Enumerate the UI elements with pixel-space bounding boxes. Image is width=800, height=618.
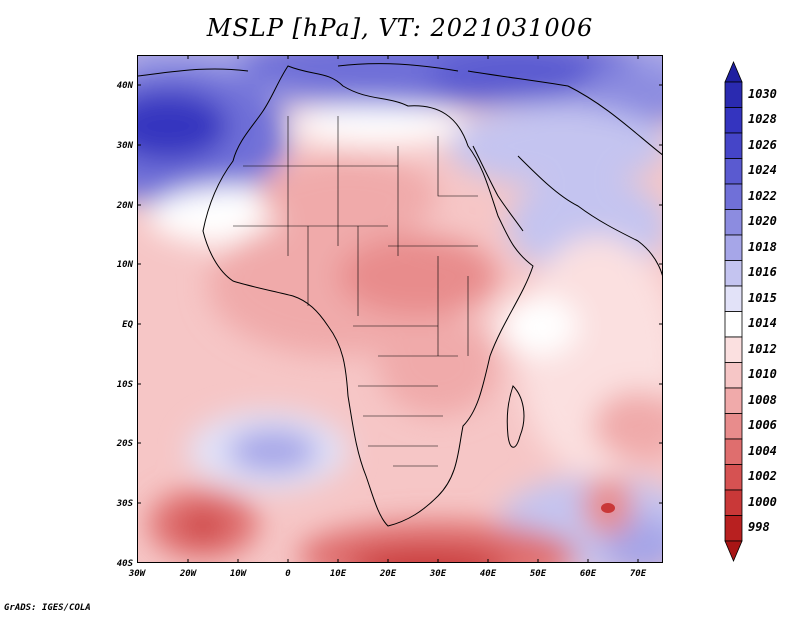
colorbar-level-label: 1022 bbox=[748, 188, 777, 203]
lon-label: 50E bbox=[530, 569, 547, 579]
colorbar-level-label: 998 bbox=[748, 520, 770, 535]
coastlines bbox=[138, 63, 662, 527]
lon-label: 20E bbox=[379, 569, 397, 579]
lon-label: 70E bbox=[630, 569, 647, 579]
colorbar-swatch bbox=[724, 183, 743, 210]
lat-label: 10N bbox=[117, 260, 134, 270]
pressure-field bbox=[138, 56, 662, 562]
lon-label: 40E bbox=[480, 569, 497, 579]
lat-label: 40S bbox=[117, 559, 134, 569]
colorbar-swatch bbox=[724, 209, 743, 236]
footer-credit: GrADS: IGES/COLA bbox=[4, 603, 91, 613]
colorbar-top-arrow bbox=[724, 60, 743, 83]
colorbar-level-label: 1006 bbox=[748, 418, 777, 433]
lon-label: 10E bbox=[330, 569, 347, 579]
lat-labels: 40N 30N 20N 10N EQ 10S 20S 30S 40S bbox=[116, 81, 134, 569]
colorbar-level-label: 1012 bbox=[748, 341, 777, 356]
lon-label: 20W bbox=[179, 569, 198, 579]
lon-label: 0 bbox=[285, 569, 291, 579]
colorbar-level-label: 1028 bbox=[748, 112, 777, 127]
lon-label: 30E bbox=[429, 569, 447, 579]
lon-labels: 30W 20W 10W 0 10E 20E 30E 40E 50E 60E 70… bbox=[128, 569, 647, 579]
colorbar-level-label: 1010 bbox=[748, 367, 777, 382]
colorbar-level-label: 1020 bbox=[748, 214, 777, 229]
colorbar-swatch bbox=[724, 311, 743, 338]
colorbar-level-label: 1004 bbox=[748, 443, 777, 458]
colorbar-swatch bbox=[724, 489, 743, 516]
colorbar-level-label: 1015 bbox=[748, 290, 777, 305]
colorbar-swatch bbox=[724, 234, 743, 261]
colorbar-level-label: 1008 bbox=[748, 392, 777, 407]
chart-title: MSLP [hPa], VT: 2021031006 bbox=[206, 14, 594, 42]
arabia-coast bbox=[517, 155, 662, 277]
colorbar-level-label: 1000 bbox=[748, 494, 777, 509]
colorbar-level-label: 1002 bbox=[748, 469, 777, 484]
colorbar-swatch bbox=[724, 387, 743, 414]
colorbar-level-label: 1014 bbox=[748, 316, 777, 331]
colorbar-swatch bbox=[724, 464, 743, 491]
colorbar-level-label: 1026 bbox=[748, 137, 777, 152]
colorbar: 1030 1028 1026 1024 1022 1020 1018 1016 1015 1014… bbox=[720, 60, 800, 563]
lat-label: 20N bbox=[116, 201, 134, 211]
colorbar-swatch bbox=[724, 107, 743, 134]
colorbar-level-label: 1016 bbox=[748, 265, 777, 280]
lat-label: 10S bbox=[117, 380, 134, 390]
lat-label: 40N bbox=[117, 81, 134, 91]
colorbar-bottom-arrow bbox=[724, 540, 743, 563]
colorbar-swatch bbox=[724, 515, 743, 542]
colorbar-level-label: 1018 bbox=[748, 239, 777, 254]
madagascar bbox=[506, 385, 525, 448]
colorbar-swatch bbox=[724, 336, 743, 363]
colorbar-level-label: 1030 bbox=[748, 86, 777, 101]
colorbar-swatches bbox=[724, 60, 743, 563]
red-sea-coast bbox=[472, 145, 524, 232]
lon-label: 10W bbox=[230, 569, 248, 579]
lon-label: 30W bbox=[128, 569, 147, 579]
pressure-map bbox=[137, 55, 663, 563]
colorbar-swatch bbox=[724, 362, 743, 389]
lat-label: EQ bbox=[122, 320, 133, 330]
lon-label: 60E bbox=[580, 569, 597, 579]
colorbar-swatch bbox=[724, 132, 743, 159]
colorbar-swatch bbox=[724, 438, 743, 465]
country-borders bbox=[233, 116, 478, 467]
colorbar-swatch bbox=[724, 81, 743, 108]
colorbar-swatch bbox=[724, 158, 743, 185]
lat-label: 20S bbox=[116, 439, 134, 449]
colorbar-level-label: 1024 bbox=[748, 163, 777, 178]
lat-label: 30N bbox=[116, 141, 134, 151]
colorbar-swatch bbox=[724, 413, 743, 440]
mascarene-low bbox=[601, 503, 615, 513]
colorbar-swatch bbox=[724, 260, 743, 287]
colorbar-swatch bbox=[724, 285, 743, 312]
lat-label: 30S bbox=[116, 499, 134, 509]
